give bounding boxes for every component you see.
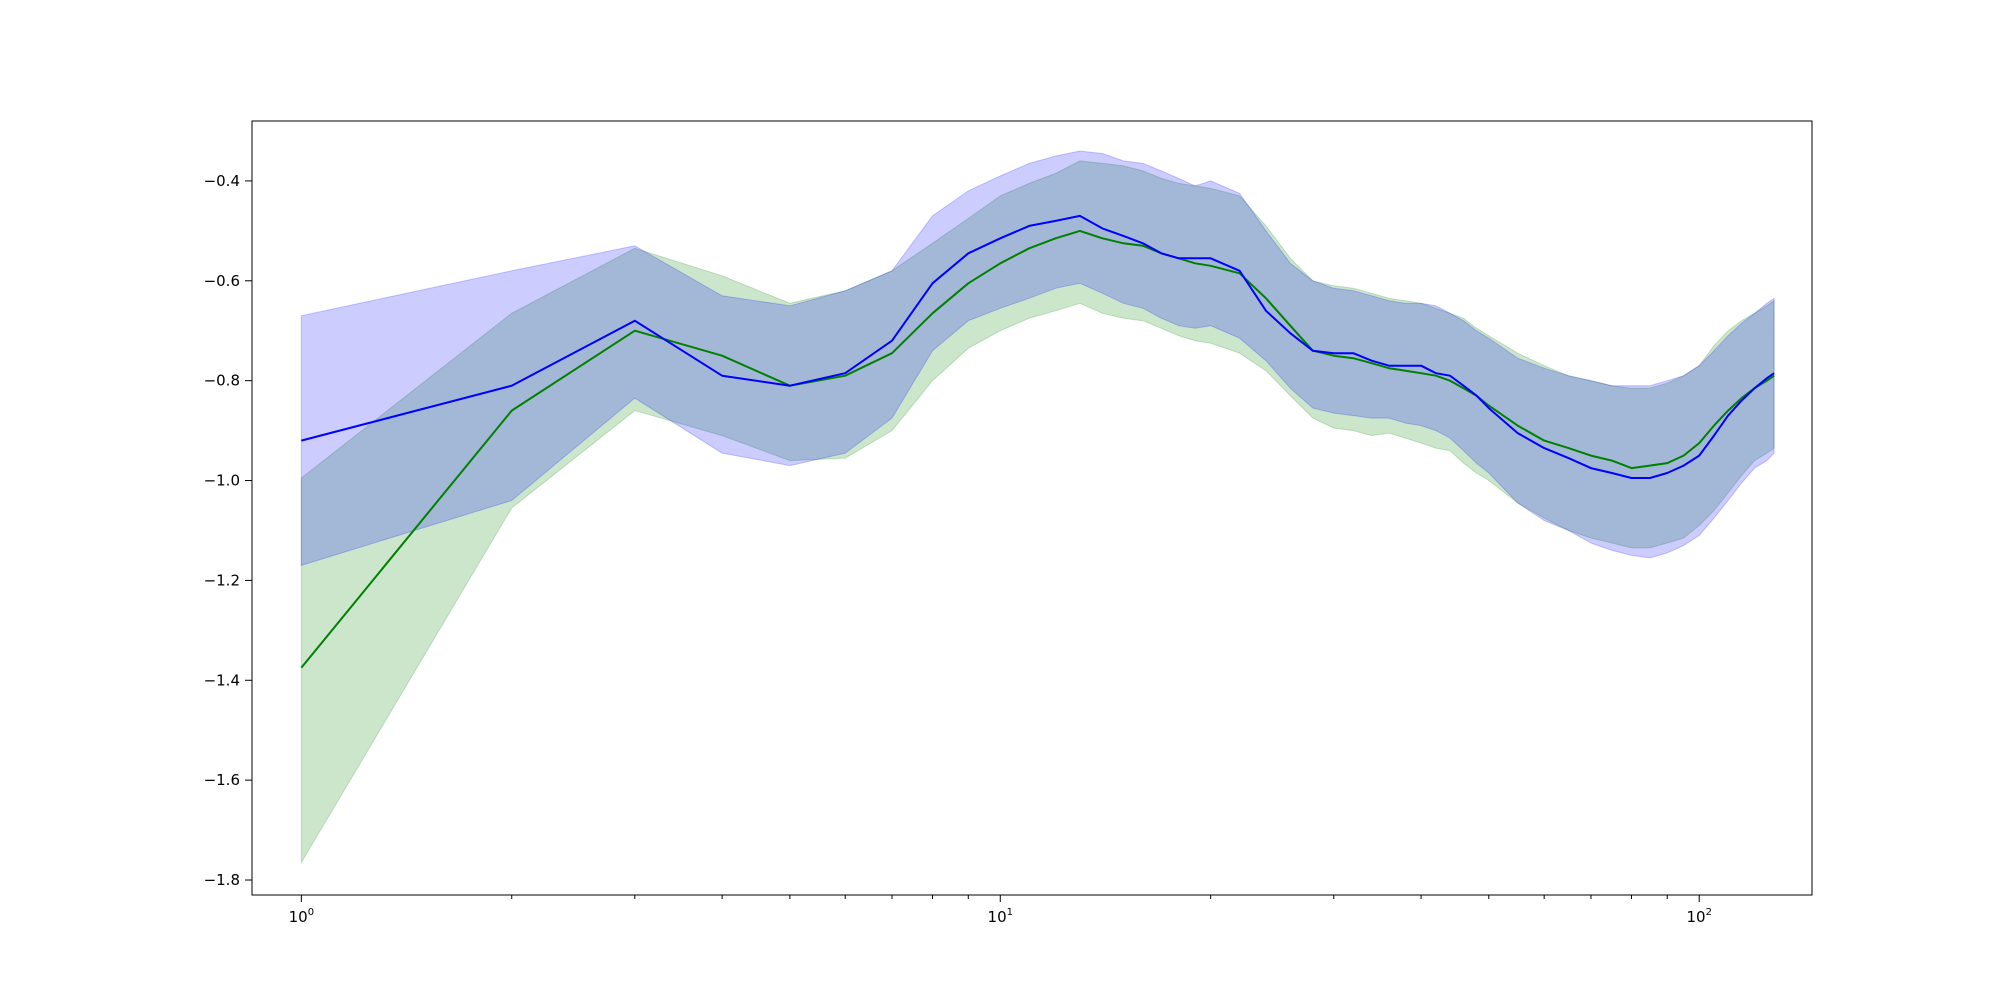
y-tick-label: −0.6 — [204, 272, 240, 290]
x-tick-exponent: 2 — [1706, 907, 1712, 918]
x-axis: 100 101 102 — [289, 895, 1712, 926]
x-tick-base: 10 — [988, 908, 1007, 926]
x-tick-label: 101 — [988, 907, 1013, 926]
confidence-bands — [300, 150, 1775, 865]
axes-frame — [251, 120, 1813, 896]
y-tick-label: −0.4 — [204, 172, 240, 190]
x-tick-exponent: 0 — [308, 907, 314, 918]
series-2-band — [300, 150, 1775, 567]
x-tick-label: 100 — [289, 907, 314, 926]
y-tick-label: −1.6 — [204, 771, 240, 789]
y-tick-label: −1.4 — [204, 671, 240, 689]
series-1-line — [300, 229, 1775, 669]
series-1-band — [300, 160, 1775, 865]
x-tick-exponent: 1 — [1007, 907, 1013, 918]
series-2-line — [301, 214, 1775, 479]
x-tick-label: 102 — [1686, 907, 1711, 926]
plot-area — [300, 150, 1775, 865]
y-tick-label: −1.0 — [204, 472, 240, 490]
y-tick-label: −1.2 — [204, 571, 240, 589]
x-tick-base: 10 — [289, 908, 308, 926]
y-tick-label: −1.8 — [204, 871, 240, 889]
y-tick-label: −0.8 — [204, 372, 240, 390]
y-axis: −0.4 −0.6 −0.8 −1.0 −1.2 −1.4 −1.6 −1.8 — [204, 172, 252, 889]
x-tick-base: 10 — [1686, 908, 1705, 926]
mean-lines — [300, 214, 1775, 669]
